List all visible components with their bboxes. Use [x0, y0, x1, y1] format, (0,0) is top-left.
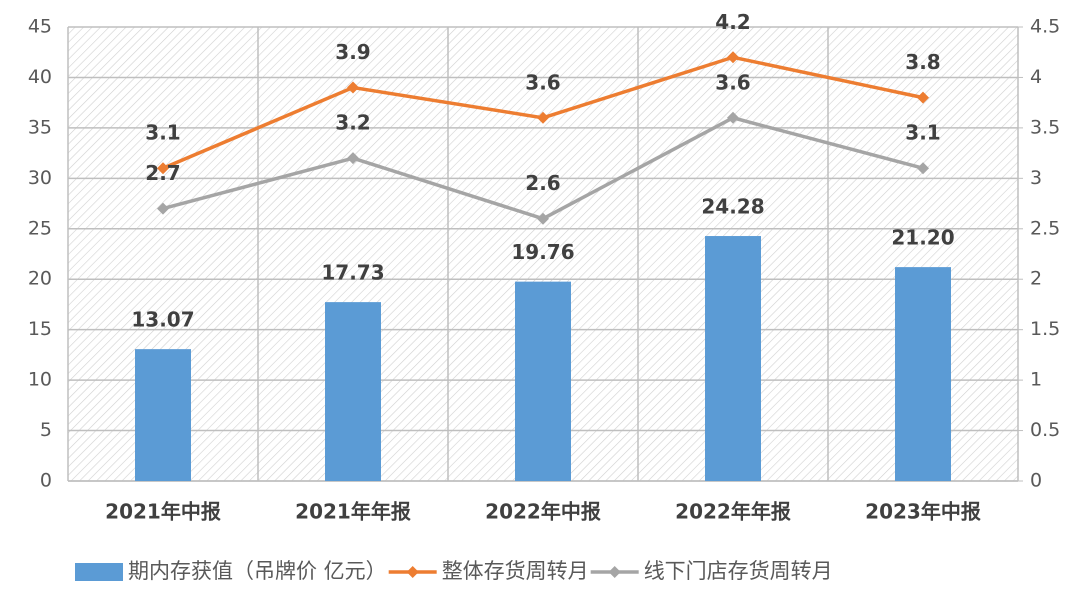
legend-label: 期内存获值（吊牌价 亿元）	[128, 559, 387, 583]
legend-label: 线下门店存货周转月	[644, 559, 833, 583]
y2-tick-label: 0	[1030, 470, 1042, 492]
legend-swatch	[75, 563, 123, 581]
y-tick-label: 40	[28, 66, 52, 88]
line-value-label: 3.6	[715, 70, 750, 94]
y-tick-label: 5	[40, 419, 52, 441]
line-value-label: 3.8	[905, 50, 940, 74]
line-value-label: 2.7	[145, 161, 180, 185]
line-marker	[917, 91, 929, 104]
y-tick-label: 35	[28, 116, 52, 138]
line-marker	[537, 212, 549, 225]
bar-value-label: 24.28	[701, 195, 764, 219]
line-marker	[347, 81, 359, 94]
line-marker	[727, 51, 739, 64]
y-tick-label: 30	[28, 167, 52, 189]
x-tick-label: 2023年中报	[865, 500, 981, 524]
y-tick-label: 20	[28, 268, 52, 290]
x-tick-label: 2021年年报	[295, 500, 411, 524]
y-tick-label: 10	[28, 369, 52, 391]
legend-marker	[406, 566, 419, 578]
line-value-label: 4.2	[715, 10, 750, 34]
bar-value-label: 17.73	[321, 261, 384, 285]
y2-tick-label: 4.5	[1030, 16, 1060, 38]
line-marker	[157, 202, 169, 215]
y2-tick-label: 3.5	[1030, 116, 1060, 138]
y-tick-label: 25	[28, 217, 52, 239]
y2-tick-label: 1.5	[1030, 318, 1060, 340]
y2-tick-label: 3	[1030, 167, 1042, 189]
bar	[135, 349, 191, 481]
legend-marker	[608, 566, 621, 578]
y2-tick-label: 1	[1030, 369, 1042, 391]
y-tick-label: 45	[28, 16, 52, 38]
line-marker	[537, 111, 549, 124]
bar	[705, 236, 761, 481]
line-marker	[917, 162, 929, 175]
bar	[515, 281, 571, 481]
legend-label: 整体存货周转月	[442, 559, 589, 583]
bar-value-label: 13.07	[131, 308, 194, 332]
y-tick-label: 15	[28, 318, 52, 340]
line-value-label: 3.1	[905, 121, 940, 145]
line-marker	[347, 152, 359, 165]
y2-tick-label: 2	[1030, 268, 1042, 290]
y-tick-label: 0	[40, 470, 52, 492]
line-value-label: 3.9	[335, 40, 370, 64]
bar	[895, 267, 951, 481]
line-marker	[157, 162, 169, 175]
x-tick-label: 2021年中报	[105, 500, 221, 524]
line-value-label: 3.6	[525, 70, 560, 94]
bar-value-label: 19.76	[511, 240, 574, 264]
bar	[325, 302, 381, 481]
x-tick-label: 2022年中报	[485, 500, 601, 524]
line-value-label: 2.6	[525, 171, 560, 195]
bar-value-label: 21.20	[891, 226, 954, 250]
y2-tick-label: 0.5	[1030, 419, 1060, 441]
y2-tick-label: 2.5	[1030, 217, 1060, 239]
y2-tick-label: 4	[1030, 66, 1042, 88]
x-tick-label: 2022年年报	[675, 500, 791, 524]
line-value-label: 3.1	[145, 121, 180, 145]
line-marker	[727, 111, 739, 124]
line-value-label: 3.2	[335, 111, 370, 135]
